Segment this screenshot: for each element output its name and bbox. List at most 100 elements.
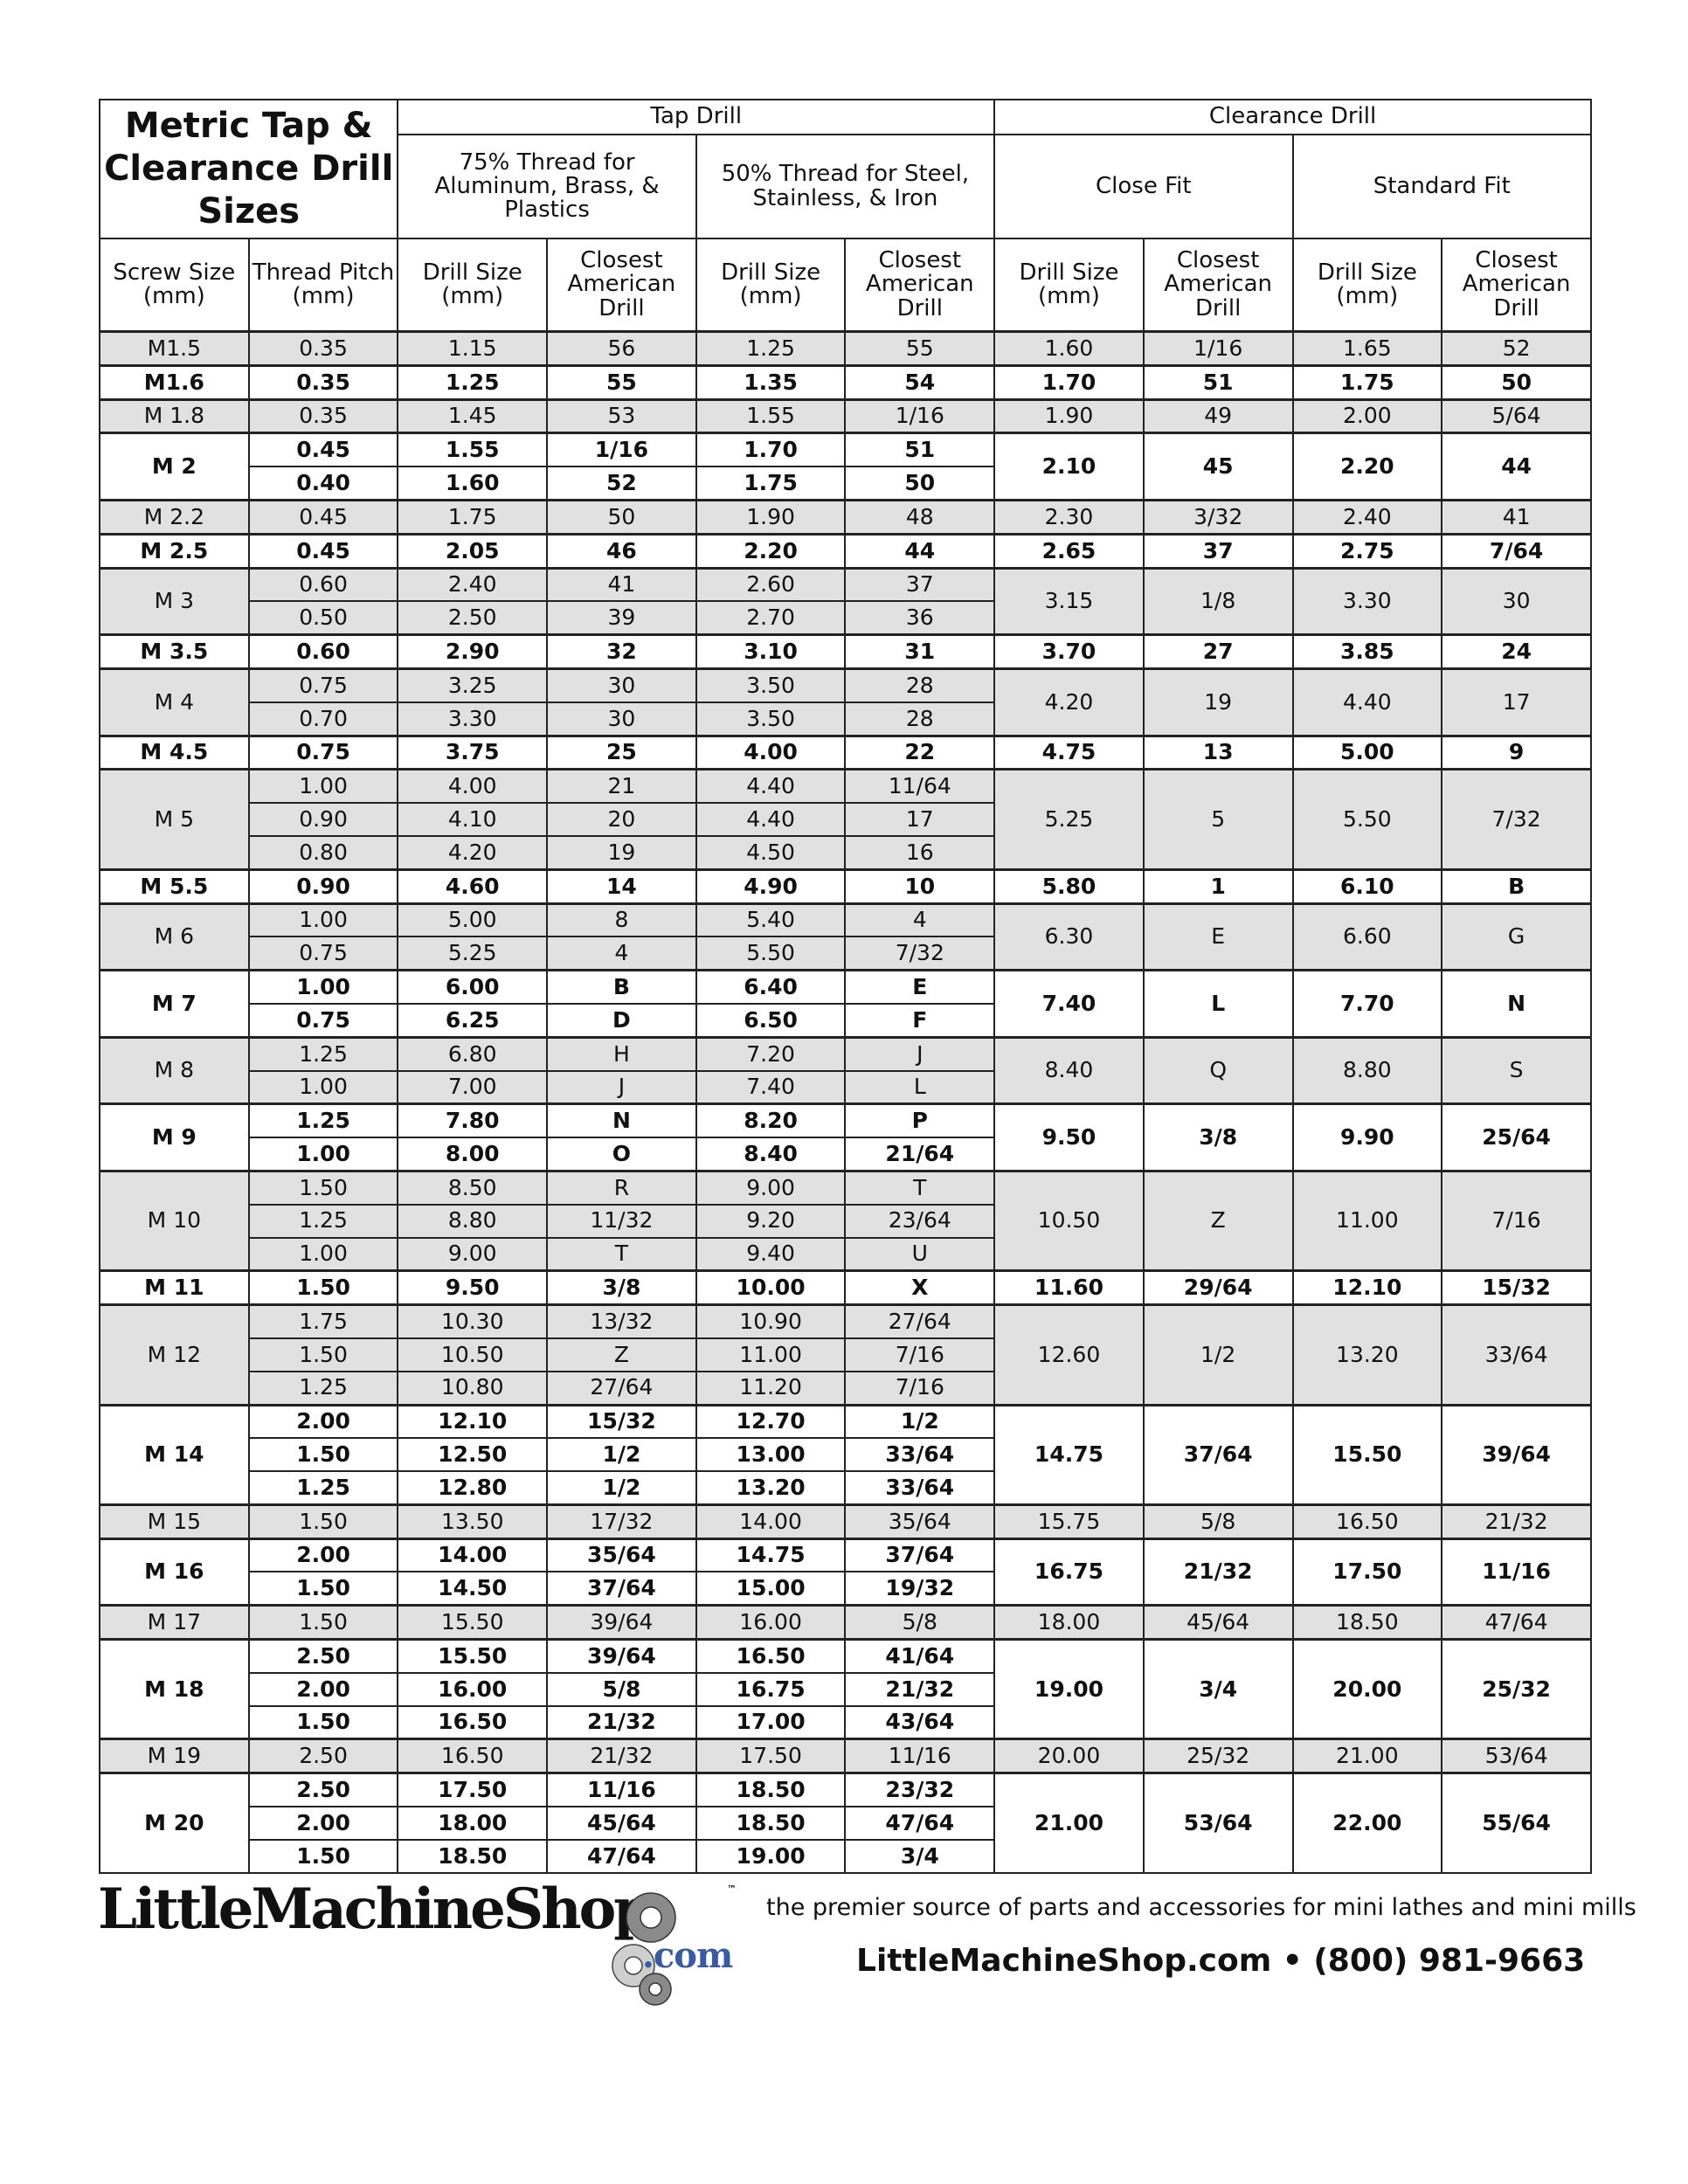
thread-pitch: 0.75 [247, 667, 399, 703]
tap75-drill-size: 2.90 [397, 633, 549, 670]
close-fit-american-drill: 3/32 [1142, 498, 1294, 536]
close-fit-drill-size: 16.75 [993, 1537, 1145, 1607]
tap75-american-drill: O [546, 1137, 697, 1172]
close-fit-american-drill: 51 [1142, 363, 1294, 401]
tap75-american-drill: T [546, 1236, 697, 1272]
tap75-drill-size: 5.25 [397, 936, 549, 971]
standard-fit-american-drill: B [1441, 867, 1592, 905]
tap50-american-drill: J [844, 1035, 996, 1072]
thread-pitch: 0.45 [247, 432, 399, 468]
thread-pitch: 0.75 [247, 1002, 399, 1039]
tap75-american-drill: 1/2 [546, 1437, 697, 1473]
tap50-drill-size: 9.00 [695, 1169, 847, 1206]
tap75-drill-size: 2.50 [397, 600, 549, 636]
standard-fit-american-drill: 52 [1441, 330, 1592, 367]
tap75-american-drill: N [546, 1102, 697, 1139]
close-fit-american-drill: 37 [1142, 532, 1294, 570]
tap75-american-drill: 30 [546, 701, 697, 737]
tap50-american-drill: 11/64 [844, 768, 996, 805]
tap75-american-drill: R [546, 1169, 697, 1206]
screw-size: M 5 [99, 768, 250, 871]
table-row: 0.80 4.20 19 4.50 16 [100, 834, 1591, 871]
thread-pitch: 0.75 [247, 734, 399, 771]
standard-fit-american-drill: 7/32 [1441, 768, 1592, 871]
thread-pitch: 0.80 [247, 834, 399, 871]
tap75-american-drill: 25 [546, 734, 697, 771]
table-row: M 15 1.50 13.50 17/32 14.00 35/64 15.75 5/8 16.5… [99, 1503, 1592, 1540]
tap75-american-drill: 3/8 [546, 1269, 697, 1306]
thread-pitch: 2.00 [247, 1806, 399, 1841]
tap50-american-drill: 23/32 [844, 1772, 996, 1808]
thread-pitch: 1.25 [247, 1470, 399, 1506]
tap50-drill-size: 5.50 [695, 936, 847, 971]
tap50-drill-size: 15.00 [695, 1571, 847, 1607]
thread-pitch: 2.50 [247, 1738, 399, 1774]
standard-fit-drill-size: 5.50 [1291, 768, 1443, 871]
standard-fit-american-drill: 9 [1441, 734, 1592, 771]
screw-size: M 20 [99, 1772, 250, 1874]
table-row: M 2.2 0.45 1.75 50 1.90 48 2.30 3/32 2.40 41 [99, 498, 1592, 536]
gear-icon [612, 1892, 676, 1987]
standard-fit-american-drill: 50 [1441, 363, 1592, 401]
tap50-drill-size: 5.40 [695, 902, 847, 938]
close-fit-drill-size: 2.30 [993, 498, 1145, 536]
tap75-drill-size: 8.80 [397, 1203, 549, 1239]
thread-pitch: 2.00 [247, 1403, 399, 1440]
tap75-american-drill: 21/32 [546, 1704, 697, 1740]
close-fit-drill-size: 7.40 [993, 969, 1145, 1039]
tap50-drill-size: 2.60 [695, 566, 847, 603]
close-fit-american-drill: 29/64 [1142, 1269, 1294, 1306]
tap75-american-drill: 13/32 [546, 1303, 697, 1339]
tap50-drill-size: 4.50 [695, 834, 847, 871]
table-row: M 14 2.00 12.10 15/32 12.70 1/2 14.75 37/64 15.5… [99, 1403, 1592, 1506]
table-row: 1.50 18.50 47/64 19.00 3/4 [100, 1838, 1591, 1874]
table-row: 1.50 14.50 37/64 15.00 19/32 [100, 1571, 1591, 1607]
close-fit-american-drill: Q [1142, 1035, 1294, 1105]
tap50-drill-size: 10.00 [695, 1269, 847, 1306]
tap50-drill-size: 3.50 [695, 701, 847, 737]
table-row: M 5 1.00 4.00 21 4.40 11/64 5.25 5 5.50 7/32 [99, 768, 1592, 871]
close-fit-american-drill: 13 [1142, 734, 1294, 771]
table-row: 1.00 9.00 T 9.40 U [100, 1236, 1591, 1272]
table-row: M 1.8 0.35 1.45 53 1.55 1/16 1.90 49 2.00 5/64 [99, 397, 1592, 434]
screw-size: M 9 [99, 1102, 250, 1172]
standard-fit-drill-size: 8.80 [1291, 1035, 1443, 1105]
screw-size: M 6 [99, 902, 250, 971]
tap75-drill-size: 4.60 [397, 867, 549, 905]
screw-size: M 18 [99, 1638, 250, 1740]
close-fit-drill-size: 5.25 [993, 768, 1145, 871]
close-fit-drill-size: 8.40 [993, 1035, 1145, 1105]
standard-fit-drill-size: 20.00 [1291, 1638, 1443, 1740]
tap50-drill-size: 1.35 [695, 363, 847, 401]
standard-fit-drill-size: 3.85 [1291, 633, 1443, 670]
standard-fit-drill-size: 6.10 [1291, 867, 1443, 905]
close-fit-american-drill: Z [1142, 1169, 1294, 1272]
tap-drill-header: Tap Drill [397, 99, 996, 135]
tap50-american-drill: 17 [844, 802, 996, 837]
tap75-drill-size: 6.00 [397, 969, 549, 1005]
tap50-american-drill: 28 [844, 701, 996, 737]
table-row: 0.90 4.10 20 4.40 17 [100, 802, 1591, 837]
tap50-drill-size: 19.00 [695, 1838, 847, 1874]
table-row: 0.70 3.30 30 3.50 28 [100, 701, 1591, 737]
thread-pitch: 1.50 [247, 1704, 399, 1740]
table-row: M 16 2.00 14.00 35/64 14.75 37/64 16.75 21/32 17… [99, 1537, 1592, 1607]
tap75-american-drill: 11/32 [546, 1203, 697, 1239]
close-fit-drill-size: 3.15 [993, 566, 1145, 636]
tap50-drill-size: 8.40 [695, 1137, 847, 1172]
tap50-american-drill: 19/32 [844, 1571, 996, 1607]
tap50-drill-size: 11.00 [695, 1337, 847, 1372]
standard-fit-header: Standard Fit [1291, 134, 1592, 239]
table-row: 1.00 8.00 O 8.40 21/64 [100, 1137, 1591, 1172]
tap75-drill-size: 2.05 [397, 532, 549, 570]
tap75-drill-size: 18.00 [397, 1806, 549, 1841]
standard-fit-american-drill: S [1441, 1035, 1592, 1105]
thread-pitch: 1.00 [247, 902, 399, 938]
tap50-drill-size: 14.00 [695, 1503, 847, 1540]
table-row: 0.40 1.60 52 1.75 50 [100, 466, 1591, 501]
tap75-drill-size: 15.50 [397, 1638, 549, 1674]
tap50-american-drill: 21/32 [844, 1671, 996, 1707]
standard-fit-drill-size: 16.50 [1291, 1503, 1443, 1540]
table-row: M 3.5 0.60 2.90 32 3.10 31 3.70 27 3.85 24 [99, 633, 1592, 670]
standard-fit-drill-size: 7.70 [1291, 969, 1443, 1039]
